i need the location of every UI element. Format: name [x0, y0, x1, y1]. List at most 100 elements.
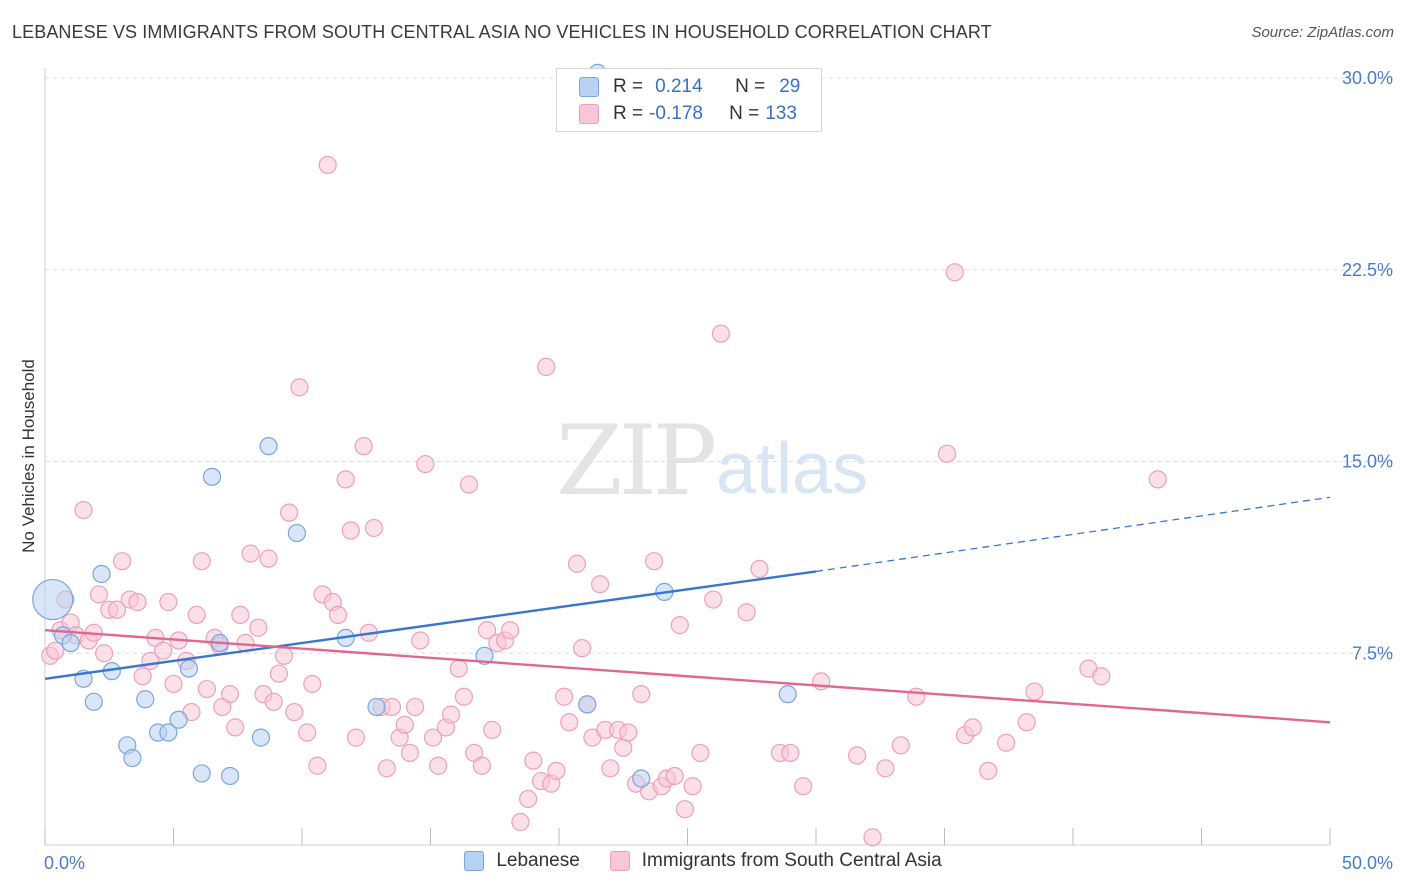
immigrants-point [1092, 667, 1111, 686]
immigrants-point [154, 641, 173, 660]
immigrants-point [891, 736, 910, 755]
immigrants-point [298, 723, 317, 742]
immigrants-point [74, 500, 93, 520]
immigrants-point [429, 756, 448, 775]
correlation-legend: R = 0.214 N = 29 R = -0.178 N = 133 [556, 68, 822, 132]
axes [44, 68, 1331, 846]
immigrants-point [303, 674, 322, 694]
lebanese-point [259, 437, 278, 456]
lebanese-point [159, 723, 178, 742]
legend-item-immigrants: Immigrants from South Central Asia [609, 850, 942, 872]
immigrants-point [781, 743, 800, 763]
tick-labels: 7.5% 15.0% 22.5% 30.0% 0.0% 50.0% [44, 68, 1393, 873]
y-axis-label: No Vehicles in Household [19, 359, 38, 553]
immigrants-point [573, 639, 592, 658]
immigrants-swatch [579, 104, 599, 124]
lebanese-point [169, 710, 188, 729]
immigrants-point [441, 705, 461, 724]
lebanese-point [123, 748, 142, 768]
lebanese-point [251, 728, 270, 747]
lebanese-point [179, 659, 199, 678]
immigrants-point [377, 759, 396, 778]
immigrants-point [704, 590, 723, 609]
immigrants-point [249, 618, 268, 637]
legend-n-value: 133 [765, 103, 797, 124]
lebanese-point [192, 764, 211, 783]
immigrants-point [128, 593, 147, 612]
legend-r-value: 0.214 [655, 76, 703, 97]
immigrants-point [632, 685, 651, 704]
immigrants-point [269, 664, 288, 683]
lebanese-trend-line [44, 570, 817, 681]
immigrants-point [979, 761, 998, 780]
x-tick-label: 0.0% [44, 853, 85, 873]
legend-r-label: R = [613, 103, 644, 124]
lebanese-point [61, 633, 80, 653]
immigrants-point [454, 687, 474, 706]
immigrants-point [133, 667, 152, 686]
immigrants-point [477, 621, 497, 640]
immigrants-point [614, 738, 633, 757]
series-legend: Lebanese Immigrants from South Central A… [0, 850, 1406, 872]
lebanese-point [220, 766, 240, 786]
immigrants-point [290, 378, 309, 397]
immigrants-point [164, 674, 183, 694]
immigrants-point [547, 761, 566, 780]
immigrants-point [308, 756, 327, 775]
legend-row-lebanese: R = 0.214 N = 29 [557, 74, 800, 100]
chart-title: LEBANESE VS IMMIGRANTS FROM SOUTH CENTRA… [12, 22, 992, 42]
immigrants-point [675, 800, 695, 819]
lebanese-point [84, 692, 103, 711]
immigrants-point [449, 659, 468, 678]
immigrants-point [280, 503, 299, 522]
immigrants-point [683, 777, 702, 796]
lebanese-point [367, 697, 386, 717]
immigrants-point [411, 631, 430, 650]
y-tick-label: 15.0% [1342, 452, 1393, 472]
immigrants-point [405, 697, 425, 717]
lebanese-trend-extension [815, 496, 1331, 573]
immigrants-point [187, 605, 206, 625]
immigrants-point [112, 552, 132, 571]
legend-r-label: R = [613, 76, 644, 97]
immigrants-point [501, 621, 520, 640]
immigrants-point [665, 766, 684, 786]
immigrants-point [400, 743, 420, 763]
immigrants-point [560, 713, 579, 732]
immigrants-point [459, 475, 479, 494]
immigrants-point [89, 585, 109, 604]
immigrants-point [644, 552, 664, 571]
immigrants-point [794, 777, 813, 796]
immigrants-point [619, 723, 638, 742]
legend-label-immigrants: Immigrants from South Central Asia [641, 850, 942, 871]
legend-r-value: -0.178 [649, 103, 703, 124]
immigrants-point [1017, 713, 1036, 732]
lebanese-point [202, 467, 222, 486]
immigrants-point [328, 605, 348, 625]
immigrants-point [567, 554, 587, 573]
lebanese-point [778, 685, 797, 704]
data-points [32, 63, 1167, 847]
immigrants-point [963, 718, 982, 737]
immigrants-point [364, 518, 384, 538]
immigrants-point [318, 155, 337, 175]
lebanese-swatch [464, 851, 485, 871]
immigrants-point [670, 616, 689, 635]
trend-lines [44, 496, 1331, 724]
immigrants-point [524, 751, 543, 770]
immigrants-point [1025, 682, 1044, 701]
y-tick-label: 30.0% [1342, 68, 1393, 88]
immigrants-point [937, 444, 957, 463]
lebanese-point [475, 646, 494, 665]
immigrants-point [107, 600, 127, 619]
immigrants-point [591, 575, 610, 594]
lebanese-point [578, 695, 597, 714]
immigrants-point [395, 715, 414, 734]
immigrants-point [907, 687, 926, 706]
immigrants-point [341, 521, 360, 540]
immigrants-point [197, 679, 217, 699]
immigrants-point [336, 470, 355, 489]
immigrants-point [519, 789, 538, 809]
legend-item-lebanese: Lebanese [464, 850, 580, 872]
